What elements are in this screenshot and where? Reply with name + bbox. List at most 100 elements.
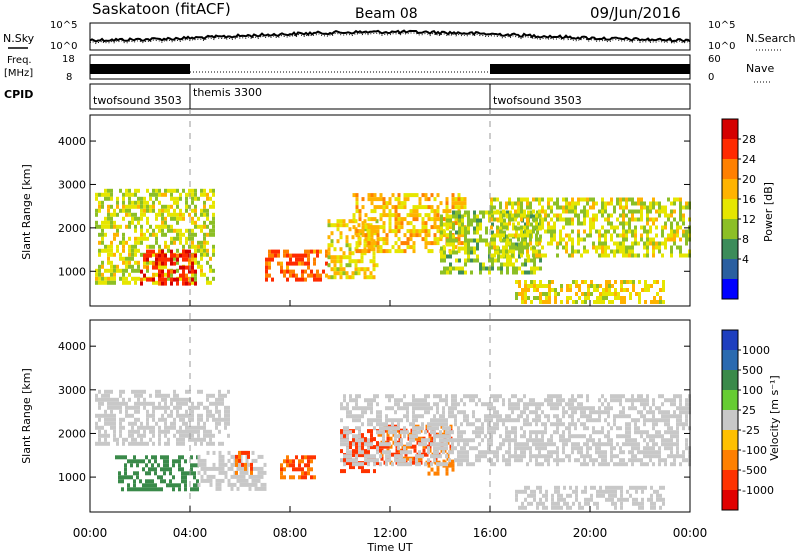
heat-cell <box>658 209 661 214</box>
heat-cell <box>574 434 577 439</box>
heat-cell <box>488 246 491 251</box>
heat-cell <box>533 493 536 498</box>
heat-cell <box>152 280 155 285</box>
heat-cell <box>514 426 517 431</box>
heat-cell <box>673 217 676 222</box>
heat-cell <box>200 248 203 253</box>
heat-cell <box>649 446 652 451</box>
power-colorbar-tick-6: 4 <box>742 253 749 266</box>
heat-cell <box>295 257 298 262</box>
heat-cell <box>526 225 529 230</box>
heat-cell <box>409 245 413 250</box>
heat-cell <box>119 405 122 410</box>
heat-cell <box>143 425 146 430</box>
heat-cell <box>349 441 352 446</box>
heat-cell <box>619 205 622 210</box>
heat-cell <box>493 426 496 431</box>
heat-cell <box>628 221 631 226</box>
heat-cell <box>589 221 592 226</box>
heat-cell <box>397 249 401 254</box>
heat-cell <box>98 441 101 446</box>
heat-cell <box>122 268 125 273</box>
heat-cell <box>376 422 379 427</box>
heat-cell <box>682 426 685 431</box>
heat-cell <box>131 413 134 418</box>
heat-cell <box>215 466 219 471</box>
heat-cell <box>176 257 179 262</box>
heat-cell <box>485 210 488 215</box>
heat-cell <box>351 275 355 280</box>
heat-cell <box>333 271 337 276</box>
heat-cell <box>271 249 274 254</box>
heat-cell <box>209 204 212 209</box>
heat-cell <box>599 292 602 296</box>
heat-cell <box>164 425 167 430</box>
heat-cell <box>172 459 175 464</box>
heat-cell <box>539 300 542 304</box>
heat-cell <box>670 229 673 234</box>
heat-cell <box>643 418 646 423</box>
heat-cell <box>304 463 307 468</box>
heat-cell <box>98 437 101 442</box>
heat-cell <box>128 280 131 285</box>
heat-cell <box>125 188 128 193</box>
heat-cell <box>170 421 173 426</box>
heat-cell <box>212 244 215 249</box>
heat-cell <box>566 505 569 510</box>
heat-cell <box>445 205 449 210</box>
heat-cell <box>191 196 194 201</box>
heat-cell <box>333 263 337 268</box>
heat-cell <box>602 493 605 498</box>
heat-cell <box>658 201 661 206</box>
heat-cell <box>451 414 454 419</box>
heat-cell <box>544 398 547 403</box>
heat-cell <box>593 485 596 490</box>
heat-cell <box>638 505 641 510</box>
heat-cell <box>550 229 553 234</box>
heat-cell <box>484 450 487 455</box>
heat-cell <box>464 210 467 215</box>
heat-cell <box>518 505 521 510</box>
heat-cell <box>101 280 104 285</box>
heat-cell <box>601 430 604 435</box>
heat-cell <box>520 233 523 238</box>
heat-cell <box>604 458 607 463</box>
heat-cell <box>641 288 644 292</box>
heat-cell <box>619 398 622 403</box>
heat-cell <box>173 397 176 402</box>
heat-cell <box>146 188 149 193</box>
heat-cell <box>146 200 149 205</box>
heat-cell <box>128 224 131 229</box>
heat-cell <box>221 454 225 459</box>
heat-cell <box>301 277 304 282</box>
heat-cell <box>339 267 343 272</box>
heat-cell <box>625 229 628 234</box>
heat-cell <box>631 454 634 459</box>
heat-cell <box>301 471 304 476</box>
heat-cell <box>206 212 209 217</box>
heat-cell <box>614 288 617 292</box>
heat-cell <box>457 434 460 439</box>
heat-cell <box>151 487 154 492</box>
heat-cell <box>433 458 436 463</box>
heat-cell <box>352 442 355 447</box>
heat-cell <box>412 233 416 238</box>
heat-cell <box>613 225 616 230</box>
heat-cell <box>400 458 403 463</box>
heat-cell <box>379 193 383 198</box>
heat-cell <box>403 197 407 202</box>
heat-cell <box>442 217 446 222</box>
heat-cell <box>653 296 656 300</box>
heat-cell <box>608 292 611 296</box>
heat-cell <box>605 485 608 490</box>
heat-cell <box>511 454 514 459</box>
heat-cell <box>149 393 152 398</box>
heat-cell <box>118 471 121 476</box>
heat-cell <box>166 463 169 468</box>
heat-cell <box>190 471 193 476</box>
heat-cell <box>520 414 523 419</box>
heat-cell <box>182 417 185 422</box>
heat-cell <box>134 276 137 281</box>
heat-cell <box>200 458 204 463</box>
heat-cell <box>110 260 113 265</box>
